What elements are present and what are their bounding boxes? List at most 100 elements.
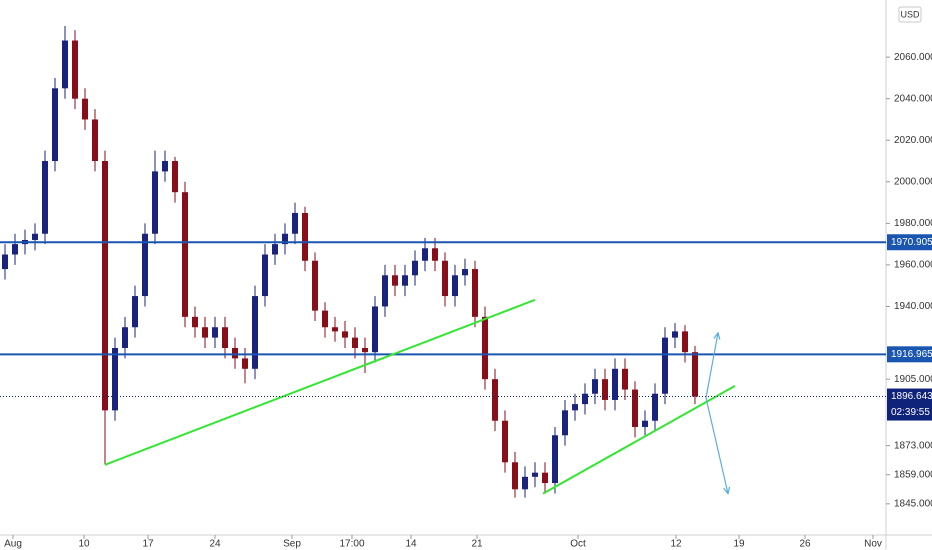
- candle-body: [82, 98, 88, 120]
- level-label: 1970.905: [891, 237, 932, 248]
- candle-body: [432, 248, 438, 261]
- x-tick-label: Sep: [283, 539, 301, 550]
- candle-body: [532, 472, 538, 477]
- level-label-box: [887, 346, 932, 363]
- x-tick-label: 24: [209, 539, 221, 550]
- x-tick-label: Aug: [4, 539, 22, 550]
- trend-line: [104, 298, 536, 466]
- candle-body: [172, 161, 178, 193]
- y-tick-label: 1980.000: [894, 218, 932, 229]
- candle-body: [332, 327, 338, 332]
- candle-body: [32, 233, 38, 240]
- y-tick-label: 1905.000: [894, 374, 932, 385]
- candle-body: [372, 306, 378, 353]
- candle-body: [242, 358, 248, 369]
- x-tick-label: 26: [799, 539, 811, 550]
- x-tick-label: 10: [78, 539, 90, 550]
- candle-body: [652, 393, 658, 421]
- x-tick-label: 17:00: [339, 539, 364, 550]
- y-tick-label: 1859.000: [894, 469, 932, 480]
- candle-body: [642, 420, 648, 427]
- x-tick-label: 17: [142, 539, 154, 550]
- candle-body: [42, 161, 48, 234]
- candle-body: [622, 368, 628, 390]
- candle-body: [92, 119, 98, 162]
- candle-body: [562, 410, 568, 436]
- candle-body: [422, 248, 428, 261]
- candle-body: [162, 161, 168, 172]
- x-tick-label: Oct: [570, 539, 586, 550]
- candle-body: [72, 40, 78, 99]
- candle-body: [62, 40, 68, 89]
- candle-body: [662, 337, 668, 394]
- candle-body: [582, 393, 588, 405]
- candle-body: [292, 212, 298, 234]
- candle-body: [152, 171, 158, 234]
- level-label-box: [887, 234, 932, 251]
- candle-body: [212, 327, 218, 338]
- candle-body: [382, 275, 388, 307]
- candle-body: [272, 244, 278, 255]
- x-tick-label: 21: [471, 539, 483, 550]
- candle-body: [182, 192, 188, 317]
- current-price-label: 1896.643: [891, 391, 932, 402]
- candle-body: [112, 348, 118, 411]
- candle-body: [312, 260, 318, 311]
- candle-body: [632, 389, 638, 427]
- candle-body: [222, 327, 228, 349]
- candle-body: [412, 260, 418, 276]
- arrow: [705, 331, 721, 398]
- level-label: 1916.965: [891, 349, 932, 360]
- candle-body: [2, 254, 8, 270]
- candle-body: [672, 331, 678, 338]
- candle-body: [342, 331, 348, 338]
- candle-body: [322, 310, 328, 328]
- y-tick-label: 1960.000: [894, 260, 932, 271]
- trend-line: [542, 384, 736, 495]
- y-tick-label: 1873.000: [894, 440, 932, 451]
- current-price-box: [887, 388, 932, 421]
- x-tick-label: 19: [733, 539, 745, 550]
- y-tick-label: 2020.000: [894, 135, 932, 146]
- candle-body: [592, 379, 598, 394]
- candle-body: [492, 379, 498, 421]
- candle-body: [302, 212, 308, 261]
- y-tick-label: 2040.000: [894, 93, 932, 104]
- candle-body: [132, 296, 138, 328]
- candle-body: [522, 476, 528, 490]
- candle-body: [12, 244, 18, 255]
- candle-body: [232, 348, 238, 359]
- x-tick-label: Nov: [864, 539, 882, 550]
- candle-body: [142, 233, 148, 297]
- candle-body: [282, 233, 288, 245]
- candle-body: [552, 435, 558, 484]
- y-tick-label: 1845.000: [894, 498, 932, 509]
- candle-body: [262, 254, 268, 297]
- x-tick-label: 14: [405, 539, 417, 550]
- candle-body: [602, 379, 608, 400]
- plot: [2, 25, 698, 498]
- candle-body: [682, 331, 688, 353]
- candle-body: [692, 352, 698, 397]
- currency-label: USD: [900, 9, 920, 19]
- candle-body: [362, 348, 368, 353]
- candle-body: [502, 420, 508, 463]
- x-tick-label: 12: [670, 539, 682, 550]
- y-tick-label: 2000.000: [894, 176, 932, 187]
- y-tick-label: 1940.000: [894, 301, 932, 312]
- candle-body: [122, 327, 128, 349]
- candle-body: [452, 275, 458, 297]
- candle-body: [402, 275, 408, 286]
- candle-body: [472, 269, 478, 317]
- candle-body: [352, 337, 358, 349]
- y-tick-label: 2060.000: [894, 52, 932, 63]
- candle-body: [392, 275, 398, 286]
- candle-body: [572, 404, 578, 411]
- candle-body: [192, 316, 198, 328]
- candle-body: [512, 462, 518, 490]
- candle-body: [542, 472, 548, 484]
- candle-body: [52, 88, 58, 162]
- arrow: [705, 397, 731, 495]
